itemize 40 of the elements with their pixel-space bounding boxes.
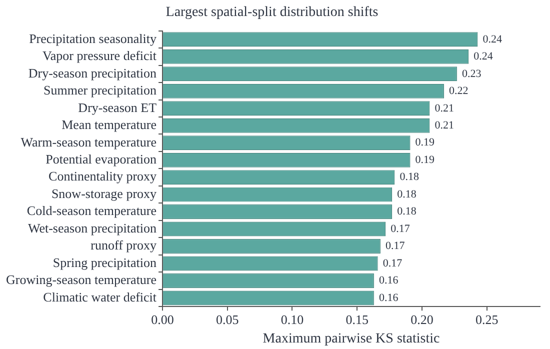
data-label: 0.18 — [400, 171, 420, 184]
y-tick-label: Vapor pressure deficit — [42, 48, 157, 64]
x-tick-label: 0.05 — [216, 312, 239, 327]
y-tick-label: Growing-season temperature — [6, 272, 157, 288]
data-label: 0.17 — [382, 257, 403, 270]
y-tick-label: Snow-storage proxy — [51, 186, 158, 201]
data-label: 0.19 — [415, 154, 436, 166]
data-label: 0.24 — [482, 33, 502, 46]
data-label: 0.21 — [434, 102, 454, 114]
x-tick-label: 0.20 — [410, 312, 434, 327]
x-tick-label: 0.25 — [475, 312, 498, 327]
data-label: 0.24 — [474, 50, 494, 63]
data-label: 0.18 — [397, 188, 417, 200]
x-tick-label: 0.10 — [280, 312, 304, 327]
data-label: 0.17 — [385, 240, 406, 252]
y-tick-label: Dry-season ET — [78, 100, 157, 115]
data-label: 0.23 — [462, 68, 482, 80]
y-tick-label: Potential evaporation — [46, 152, 158, 167]
y-tick-label: Cold-season temperature — [26, 203, 157, 218]
y-tick-label: Continentality proxy — [48, 168, 158, 184]
x-tick-label: 0.00 — [151, 312, 174, 327]
x-axis-title: Maximum pairwise KS statistic — [262, 331, 440, 346]
y-tick-label: Warm-season temperature — [20, 134, 157, 150]
data-label: 0.22 — [449, 85, 468, 98]
y-tick-label: Precipitation seasonality — [29, 30, 158, 46]
data-label: 0.21 — [434, 119, 454, 132]
x-tick-label: 0.15 — [346, 312, 368, 327]
data-label: 0.19 — [415, 136, 436, 149]
y-tick-label: Dry-season precipitation — [28, 65, 158, 80]
data-label: 0.18 — [397, 206, 417, 218]
y-tick-label: Climatic water deficit — [43, 289, 157, 304]
data-label: 0.16 — [378, 274, 399, 287]
y-tick-label: Summer precipitation — [44, 82, 158, 98]
data-label: 0.16 — [378, 292, 399, 304]
y-tick-label: Wet-season precipitation — [28, 220, 158, 236]
y-tick-label: Spring precipitation — [52, 254, 158, 270]
chart-title: Largest spatial-split distribution shifts — [166, 5, 378, 20]
y-tick-label: runoff proxy — [90, 238, 158, 253]
y-tick-label: Mean temperature — [62, 117, 157, 132]
data-label: 0.17 — [390, 222, 410, 235]
